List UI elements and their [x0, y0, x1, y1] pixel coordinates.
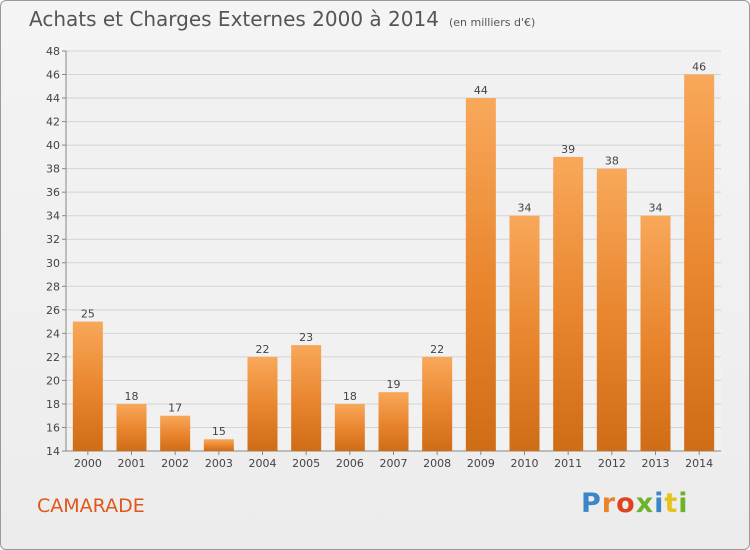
x-tick-label: 2003: [205, 457, 233, 470]
bar: [247, 356, 278, 451]
bar: [465, 98, 496, 451]
bar: [422, 356, 453, 451]
bar: [72, 321, 103, 451]
y-tick-label: 38: [46, 163, 60, 176]
x-tick-label: 2014: [685, 457, 713, 470]
x-tick-label: 2002: [161, 457, 189, 470]
bar: [116, 403, 147, 451]
y-tick-label: 40: [46, 139, 60, 152]
x-tick-label: 2006: [336, 457, 364, 470]
y-tick-label: 34: [46, 210, 60, 223]
x-tick-label: 2008: [423, 457, 451, 470]
x-tick-label: 2007: [380, 457, 408, 470]
y-tick-label: 30: [46, 257, 60, 270]
logo-letter: x: [635, 488, 655, 519]
y-tick-label: 16: [46, 421, 60, 434]
x-tick-label: 2013: [642, 457, 670, 470]
logo-letter: r: [601, 488, 617, 519]
proxiti-logo[interactable]: Proxiti: [581, 488, 689, 519]
bar: [596, 168, 627, 451]
y-tick-label: 28: [46, 280, 60, 293]
bar: [334, 403, 365, 451]
bar-value-label: 44: [474, 84, 488, 97]
bar: [640, 215, 671, 451]
logo-letter: o: [616, 488, 636, 519]
bar: [378, 392, 409, 451]
x-tick-label: 2011: [554, 457, 582, 470]
logo-letter: i: [654, 488, 665, 519]
chart-title-block: Achats et Charges Externes 2000 à 2014 (e…: [29, 7, 535, 31]
y-tick-label: 14: [46, 445, 60, 458]
y-tick-label: 32: [46, 233, 60, 246]
bar: [160, 415, 191, 451]
y-tick-label: 24: [46, 327, 60, 340]
bar-value-label: 39: [561, 143, 575, 156]
y-tick-label: 46: [46, 69, 60, 82]
chart-title: Achats et Charges Externes 2000 à 2014: [29, 7, 439, 31]
bar-value-label: 34: [518, 202, 532, 215]
bar: [509, 215, 540, 451]
x-tick-label: 2004: [249, 457, 277, 470]
y-tick-label: 26: [46, 304, 60, 317]
chart-subtitle: (en milliers d'€): [448, 16, 536, 29]
y-tick-label: 18: [46, 398, 60, 411]
y-tick-label: 48: [46, 45, 60, 58]
bar-value-label: 19: [387, 378, 401, 391]
bar-value-label: 38: [605, 155, 619, 168]
x-tick-label: 2005: [292, 457, 320, 470]
bar-value-label: 46: [692, 61, 706, 74]
x-tick-label: 2010: [511, 457, 539, 470]
x-tick-label: 2009: [467, 457, 495, 470]
bar: [684, 74, 715, 451]
y-tick-label: 22: [46, 351, 60, 364]
bar-value-label: 15: [212, 425, 226, 438]
logo-letter: t: [664, 488, 679, 519]
logo-letter: P: [581, 488, 602, 519]
y-tick-label: 36: [46, 186, 60, 199]
x-tick-label: 2001: [118, 457, 146, 470]
bar: [553, 156, 584, 451]
bar: [203, 439, 234, 451]
logo-letter: i: [678, 488, 689, 519]
bar-value-label: 23: [299, 331, 313, 344]
bar-value-label: 18: [125, 390, 139, 403]
y-tick-label: 42: [46, 116, 60, 129]
bar-value-label: 25: [81, 308, 95, 321]
bar-value-label: 18: [343, 390, 357, 403]
x-tick-label: 2012: [598, 457, 626, 470]
x-tick-label: 2000: [74, 457, 102, 470]
bar: [291, 345, 322, 451]
bar-value-label: 17: [168, 402, 182, 415]
bar-value-label: 22: [430, 343, 444, 356]
bar-value-label: 22: [256, 343, 270, 356]
commune-name: CAMARADE: [37, 495, 145, 517]
bar-value-label: 34: [649, 202, 663, 215]
y-tick-label: 20: [46, 374, 60, 387]
y-tick-label: 44: [46, 92, 60, 105]
